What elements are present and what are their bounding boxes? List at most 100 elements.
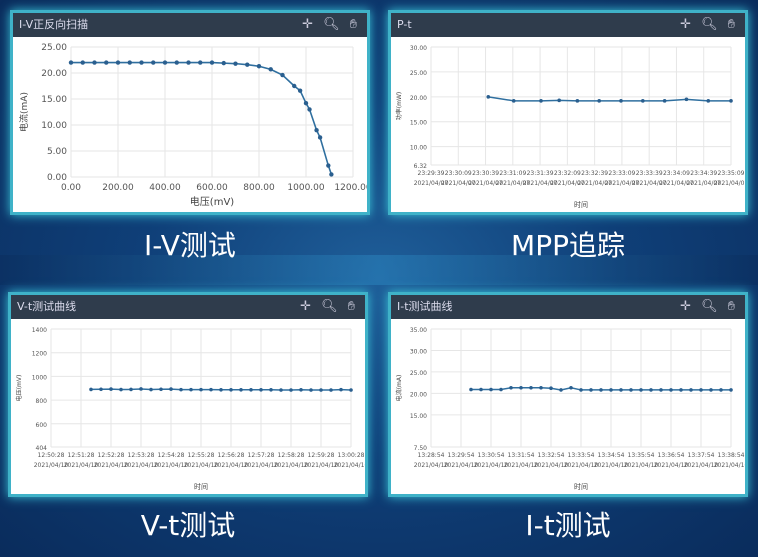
- x-tick-date: 2021/04/07: [714, 180, 745, 187]
- y-tick-label: 15.00: [410, 413, 427, 420]
- x-tick-label: 13:37:54: [688, 452, 715, 459]
- data-point: [549, 386, 553, 391]
- data-point: [469, 387, 473, 392]
- it-chart[interactable]: 13:28:54 2021/04/10 13:29:54 2021/04/10 13:3…: [391, 319, 745, 494]
- zoom-icon[interactable]: 🔍︎: [321, 299, 338, 314]
- y-tick-label: 600: [36, 422, 48, 429]
- panel-title: I-t测试曲线: [397, 300, 453, 313]
- data-point: [679, 388, 683, 392]
- data-point: [309, 388, 313, 392]
- mpp-chart-panel: P-t ✛ 🔍︎ ✋︎ 23:29:39 2021/04/07 23:30:09 2021…: [388, 10, 748, 215]
- data-point: [599, 388, 603, 392]
- y-tick-label: 20.00: [41, 69, 67, 79]
- data-point: [729, 388, 733, 392]
- panel-title: P-t: [397, 18, 412, 31]
- x-tick-label: 12:55:28: [188, 452, 215, 459]
- data-point: [221, 60, 226, 66]
- y-tick-label: 15.00: [410, 120, 427, 127]
- data-point: [329, 388, 333, 392]
- pan-hand-icon[interactable]: ✋︎: [727, 17, 735, 32]
- data-point: [509, 385, 513, 390]
- zoom-icon[interactable]: 🔍︎: [701, 17, 718, 32]
- data-point: [149, 387, 153, 392]
- x-tick-label: 1000.00: [287, 183, 324, 193]
- x-tick-date: 2021/04/10: [244, 462, 279, 469]
- data-point: [589, 388, 593, 392]
- x-tick-date: 2021/04/10: [534, 462, 569, 469]
- data-point: [280, 72, 285, 78]
- iv-chart[interactable]: 0.00 200.00 400.00 600.00 800.00 1000.00 1200.…: [13, 37, 367, 212]
- data-point: [80, 60, 85, 65]
- data-point: [559, 388, 563, 392]
- panel-header: I-t测试曲线 ✛ 🔍︎ ✋︎: [391, 295, 745, 319]
- data-point: [557, 98, 561, 103]
- pan-hand-icon[interactable]: ✋︎: [349, 17, 357, 32]
- x-tick-date: 2021/04/10: [564, 462, 599, 469]
- x-tick-label: 200.00: [102, 183, 134, 193]
- x-tick-date: 2021/04/07: [523, 180, 558, 187]
- panel-header: P-t ✛ 🔍︎ ✋︎: [391, 13, 745, 37]
- x-tick-label: 0.00: [61, 183, 81, 193]
- data-point: [619, 99, 623, 103]
- y-tick-label: 30.00: [410, 348, 427, 355]
- x-axis-label: 电压(mV): [190, 195, 234, 208]
- y-tick-label: 1200: [32, 351, 47, 358]
- data-point: [297, 88, 303, 93]
- data-point: [245, 62, 250, 67]
- x-tick-date: 2021/04/10: [474, 462, 509, 469]
- data-point: [162, 60, 168, 65]
- data-point: [229, 387, 233, 392]
- pan-hand-icon[interactable]: ✋︎: [727, 299, 735, 314]
- data-point: [314, 128, 319, 133]
- x-tick-label: 400.00: [149, 183, 181, 193]
- x-tick-label: 23:30:39: [472, 170, 499, 177]
- data-point: [99, 387, 103, 392]
- x-tick-label: 23:29:39: [418, 170, 445, 177]
- data-point: [159, 387, 163, 392]
- x-tick-label: 13:34:54: [598, 452, 625, 459]
- data-point: [233, 61, 238, 66]
- x-tick-label: 12:57:28: [248, 452, 275, 459]
- caption-mpp: MPP追踪: [511, 229, 625, 262]
- data-point: [151, 60, 156, 65]
- x-tick-label: 23:30:09: [445, 170, 472, 177]
- crosshair-icon[interactable]: ✛: [302, 17, 314, 32]
- crosshair-icon[interactable]: ✛: [300, 299, 312, 314]
- data-point: [219, 387, 223, 392]
- data-point: [597, 99, 601, 103]
- data-point: [326, 163, 331, 168]
- x-tick-label: 13:28:54: [418, 452, 445, 459]
- x-tick-date: 2021/04/07: [632, 180, 667, 187]
- mpp-chart[interactable]: 23:29:39 2021/04/07 23:30:09 2021/04/07 23:3…: [391, 37, 745, 212]
- pan-hand-icon[interactable]: ✋︎: [347, 299, 355, 314]
- vt-chart[interactable]: 12:50:28 2021/04/10 12:51:28 2021/04/10 12:5…: [11, 319, 365, 494]
- x-tick-label: 23:31:39: [527, 170, 554, 177]
- x-tick-label: 23:31:09: [499, 170, 526, 177]
- crosshair-icon[interactable]: ✛: [680, 299, 692, 314]
- data-point: [511, 99, 516, 103]
- data-point: [209, 387, 213, 392]
- series-line: [71, 61, 333, 175]
- x-tick-label: 800.00: [243, 183, 275, 193]
- x-tick-date: 2021/04/10: [214, 462, 249, 469]
- data-point: [129, 387, 133, 392]
- data-point: [289, 388, 293, 392]
- data-point: [499, 387, 503, 392]
- data-point: [339, 387, 343, 392]
- x-tick-date: 2021/04/07: [496, 180, 531, 187]
- panel-header: V-t测试曲线 ✛ 🔍︎ ✋︎: [11, 295, 365, 319]
- x-tick-label: 23:32:09: [554, 170, 581, 177]
- x-tick-label: 12:54:28: [158, 452, 185, 459]
- data-point: [479, 387, 483, 392]
- y-tick-label: 1000: [32, 374, 47, 381]
- data-point: [539, 385, 543, 390]
- data-point: [569, 385, 573, 390]
- zoom-icon[interactable]: 🔍︎: [323, 17, 340, 32]
- data-point: [319, 388, 323, 392]
- crosshair-icon[interactable]: ✛: [680, 17, 692, 32]
- data-point: [269, 387, 273, 392]
- data-point: [689, 388, 693, 392]
- y-tick-label: 5.00: [47, 147, 67, 157]
- zoom-icon[interactable]: 🔍︎: [701, 299, 718, 314]
- x-tick-label: 1200.00: [334, 183, 367, 193]
